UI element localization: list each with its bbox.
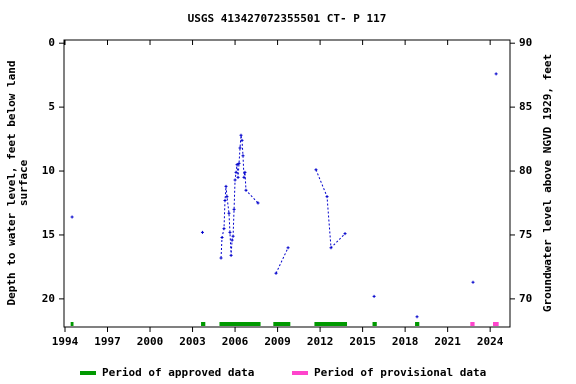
data-point [227, 211, 231, 215]
data-point [225, 195, 229, 199]
series-line [315, 169, 346, 249]
period-bar [470, 322, 475, 326]
period-bar [70, 322, 74, 326]
data-point [240, 138, 244, 142]
data-point [231, 234, 235, 238]
x-tick-label: 1994 [52, 335, 79, 348]
x-tick-label: 2021 [434, 335, 461, 348]
data-point [70, 215, 74, 219]
x-tick-label: 2000 [137, 335, 164, 348]
plot-frame [63, 39, 511, 328]
y-axis-label: Depth to water level, feet below land [5, 60, 18, 305]
data-point [239, 133, 243, 137]
y2-tick-label: 70 [519, 292, 532, 305]
period-bar [273, 322, 291, 326]
y-axis-label: surface [17, 159, 30, 206]
x-tick-label: 2009 [264, 335, 291, 348]
y-tick-label: 5 [48, 100, 55, 113]
x-tick-label: 2006 [222, 335, 249, 348]
data-point [232, 207, 236, 211]
legend-label: Period of provisional data [314, 366, 486, 379]
period-bar [314, 322, 348, 326]
x-tick-label: 1997 [94, 335, 121, 348]
chart-title: USGS 413427072355501 CT- P 117 [188, 12, 387, 25]
data-point [235, 163, 239, 167]
data-point [243, 170, 247, 174]
data-point [415, 315, 419, 319]
data-point [200, 230, 204, 234]
data-point [228, 230, 232, 234]
data-point [233, 178, 237, 182]
period-bar [492, 322, 499, 326]
legend-label: Period of approved data [102, 366, 254, 379]
data-point [325, 195, 329, 199]
data-point [242, 175, 246, 179]
data-point [372, 294, 376, 298]
data-point [230, 238, 234, 242]
y2-tick-label: 80 [519, 164, 532, 177]
data-point [244, 188, 248, 192]
y2-tick-label: 75 [519, 228, 532, 241]
series-line [275, 247, 289, 274]
data-point [241, 154, 245, 158]
data-point [343, 232, 347, 236]
y2-axis-label: Groundwater level above NGVD 1929, feet [541, 54, 554, 312]
y-tick-label: 20 [42, 292, 55, 305]
data-point [314, 168, 318, 172]
y2-tick-label: 85 [519, 100, 532, 113]
data-point [237, 161, 241, 165]
y-tick-label: 15 [42, 228, 55, 241]
data-point [219, 256, 223, 260]
period-bar [415, 322, 420, 326]
x-tick-label: 2003 [179, 335, 206, 348]
y-tick-label: 0 [48, 36, 55, 49]
data-point [229, 253, 233, 257]
data-point [222, 227, 226, 231]
period-bar [201, 322, 206, 326]
x-tick-label: 2015 [349, 335, 376, 348]
data-point [256, 201, 260, 205]
y2-tick-label: 90 [519, 36, 532, 49]
data-point [238, 146, 242, 150]
period-bar [219, 322, 261, 326]
data-point [223, 198, 227, 202]
x-tick-label: 2018 [392, 335, 419, 348]
data-point [234, 170, 238, 174]
data-point [274, 271, 278, 275]
y-tick-label: 10 [42, 164, 55, 177]
x-tick-label: 2024 [477, 335, 504, 348]
data-point [329, 246, 333, 250]
data-point [220, 236, 224, 240]
period-bar [372, 322, 377, 326]
x-tick-label: 2012 [307, 335, 334, 348]
data-point [471, 280, 475, 284]
data-point [236, 175, 240, 179]
data-point [494, 72, 498, 76]
data-point [286, 246, 290, 250]
data-point [224, 184, 228, 188]
